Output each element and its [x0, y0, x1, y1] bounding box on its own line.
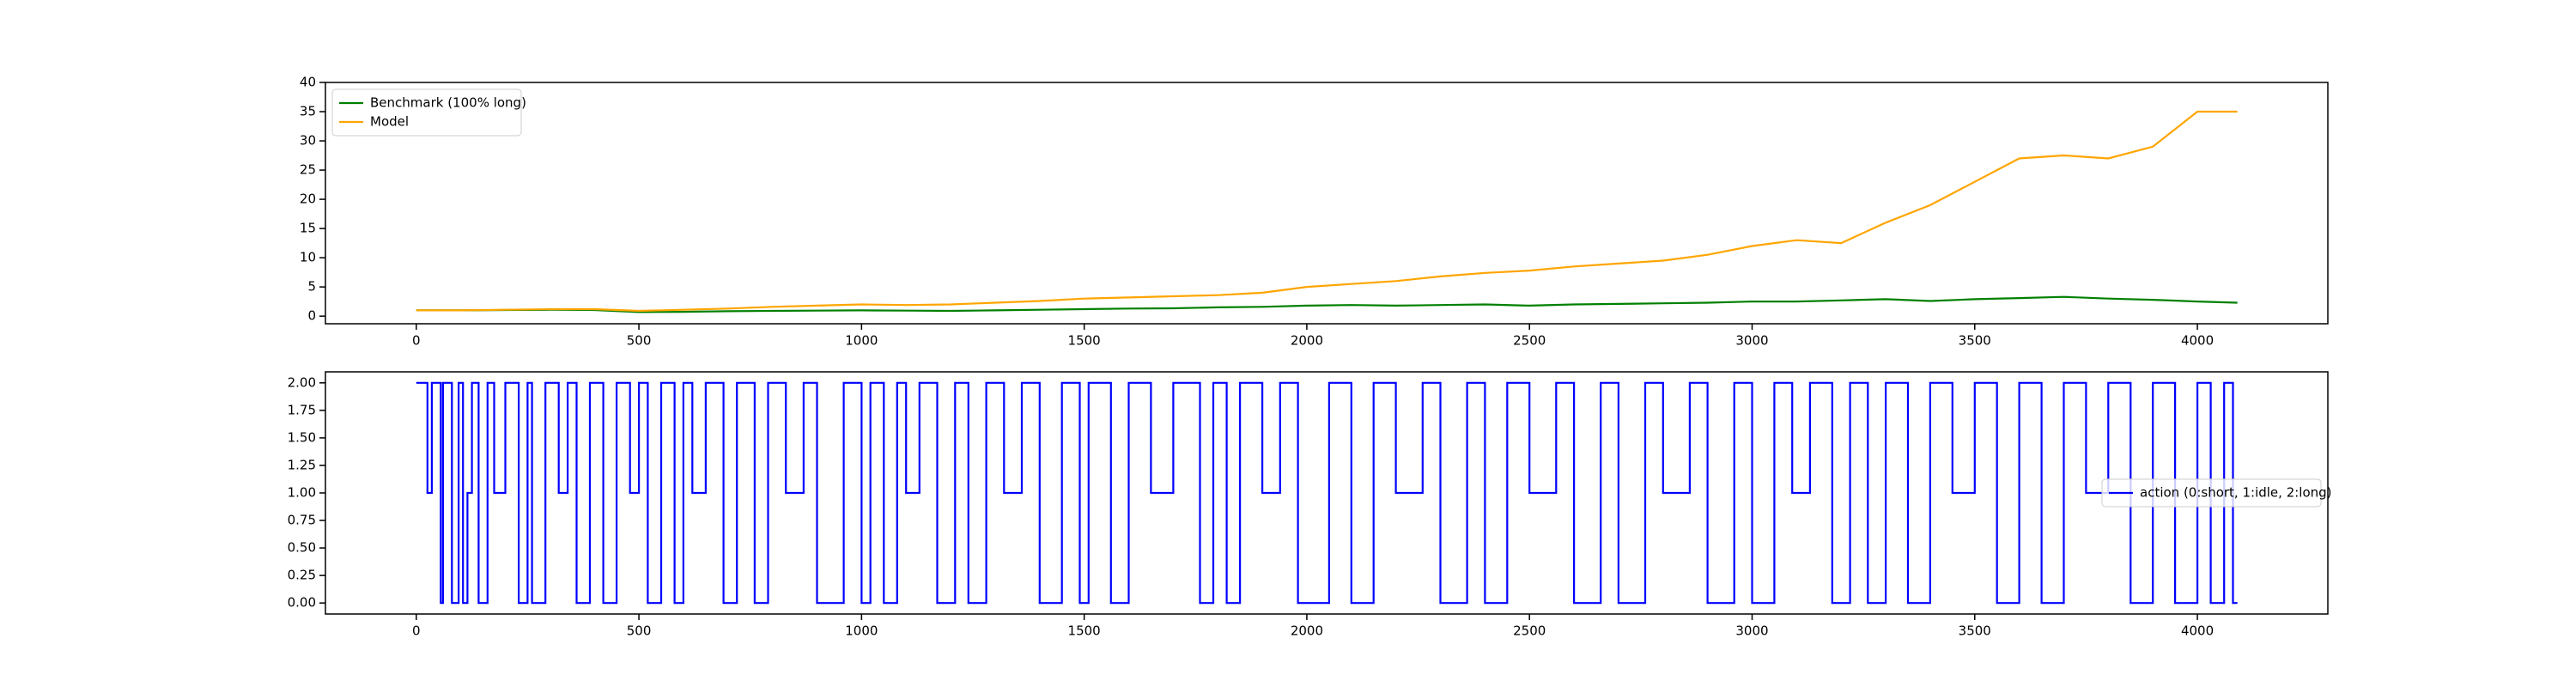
x-tick-label: 2500 [1513, 623, 1546, 639]
y-tick-label: 20 [300, 192, 316, 207]
y-tick-label: 25 [300, 162, 316, 178]
y-tick-label: 2.00 [288, 374, 316, 390]
x-tick-label: 3000 [1735, 333, 1768, 349]
y-tick-label: 35 [300, 104, 316, 119]
y-tick-label: 0 [307, 308, 316, 324]
x-tick-label: 500 [627, 623, 652, 639]
y-tick-label: 1.25 [288, 457, 316, 472]
y-tick-label: 30 [300, 133, 316, 149]
legend-box [331, 88, 522, 137]
y-tick-label: 15 [300, 221, 316, 236]
x-tick-label: 3500 [1959, 623, 1991, 639]
x-tick-label: 1000 [845, 623, 878, 639]
y-tick-label: 0.75 [288, 513, 316, 528]
y-tick-label: 1.75 [288, 402, 316, 417]
y-tick-label: 5 [307, 279, 316, 295]
x-tick-label: 500 [627, 333, 652, 349]
series-line [416, 110, 2238, 313]
legend-label: action (0:short, 1:idle, 2:long) [2140, 485, 2332, 501]
series-line [416, 295, 2238, 313]
legend-label: Benchmark (100% long) [370, 95, 526, 111]
axes-frame [325, 82, 2329, 325]
y-tick-label: 1.00 [288, 485, 316, 501]
plot-area [416, 381, 2238, 605]
legend-label: Model [370, 114, 409, 130]
x-tick-label: 4000 [2181, 623, 2214, 639]
axes-frame [325, 371, 2329, 615]
legend-box [2101, 478, 2322, 508]
y-tick-label: 1.50 [288, 429, 316, 445]
x-tick-label: 1500 [1068, 623, 1101, 639]
x-tick-label: 0 [412, 623, 421, 639]
y-tick-label: 10 [300, 250, 316, 265]
x-tick-label: 2000 [1291, 333, 1323, 349]
x-tick-label: 2000 [1291, 623, 1323, 639]
y-tick-label: 0.50 [288, 540, 316, 556]
x-tick-label: 1000 [845, 333, 878, 349]
x-tick-label: 1500 [1068, 333, 1101, 349]
x-tick-label: 3000 [1735, 623, 1768, 639]
y-tick-label: 0.25 [288, 568, 316, 583]
y-tick-label: 0.00 [288, 595, 316, 611]
x-tick-label: 2500 [1513, 333, 1546, 349]
y-tick-label: 40 [300, 75, 316, 90]
x-tick-label: 4000 [2181, 333, 2214, 349]
plot-area [416, 110, 2238, 313]
x-tick-label: 3500 [1959, 333, 1991, 349]
x-tick-label: 0 [412, 333, 421, 349]
series-step [416, 381, 2238, 605]
